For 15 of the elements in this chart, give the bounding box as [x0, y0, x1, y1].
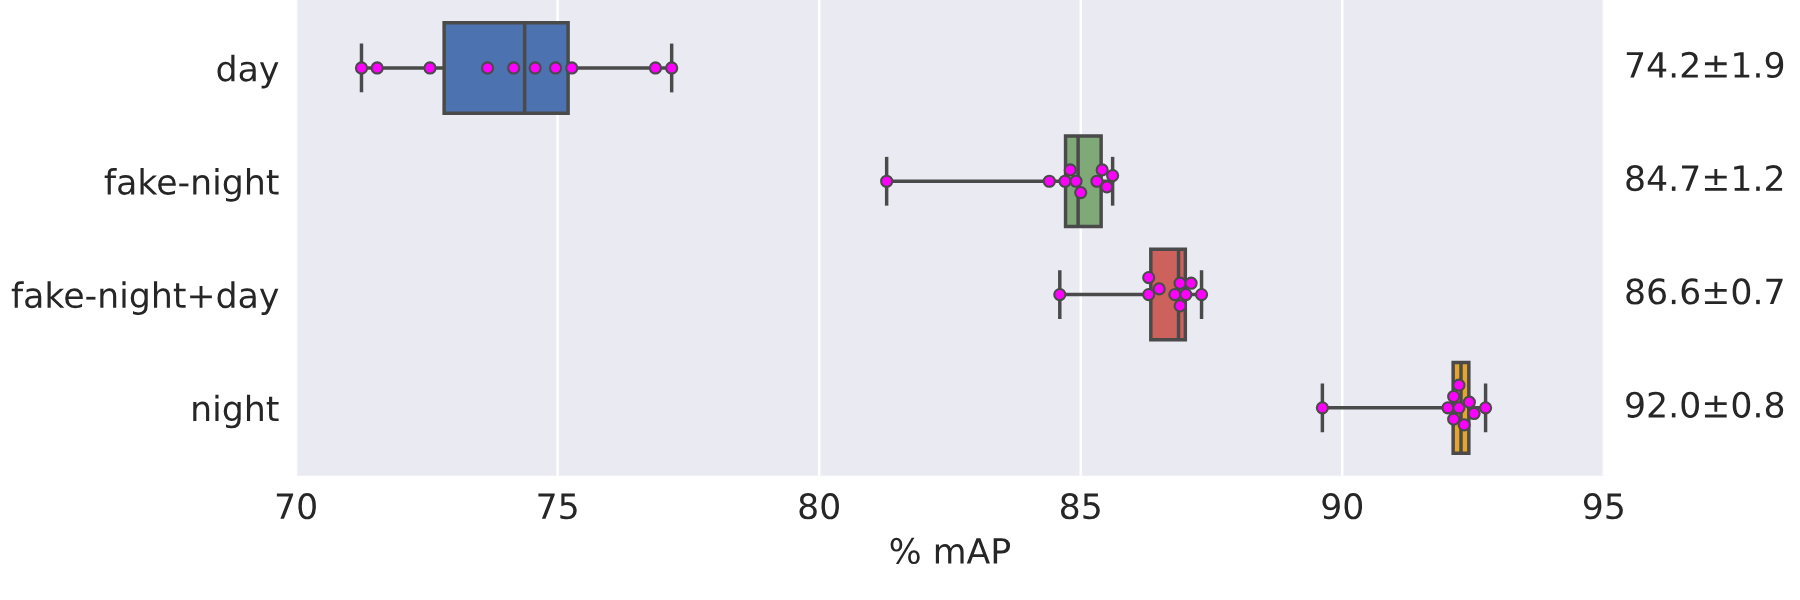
- x-tick-label: 75: [538, 493, 577, 520]
- y-tick-label: fake-night+day: [11, 281, 279, 315]
- text: 92.0±0.8: [1626, 391, 1784, 418]
- x-tick-label: 90: [1322, 493, 1363, 520]
- x-axis-title: % mAP: [890, 537, 1011, 565]
- y-tick-label: fake-night: [104, 168, 279, 202]
- text: 74.2±1.9: [1626, 51, 1784, 79]
- y-tick-label: day: [217, 54, 279, 89]
- text: 84.7±1.2: [1626, 165, 1783, 192]
- y-tick-label: night: [193, 394, 279, 429]
- x-tick-label: 85: [1060, 493, 1100, 520]
- text: 86.6±0.7: [1626, 278, 1783, 305]
- x-tick-label: 95: [1583, 493, 1623, 520]
- x-tick-label: 70: [276, 493, 316, 520]
- x-tick-label: 80: [799, 493, 839, 520]
